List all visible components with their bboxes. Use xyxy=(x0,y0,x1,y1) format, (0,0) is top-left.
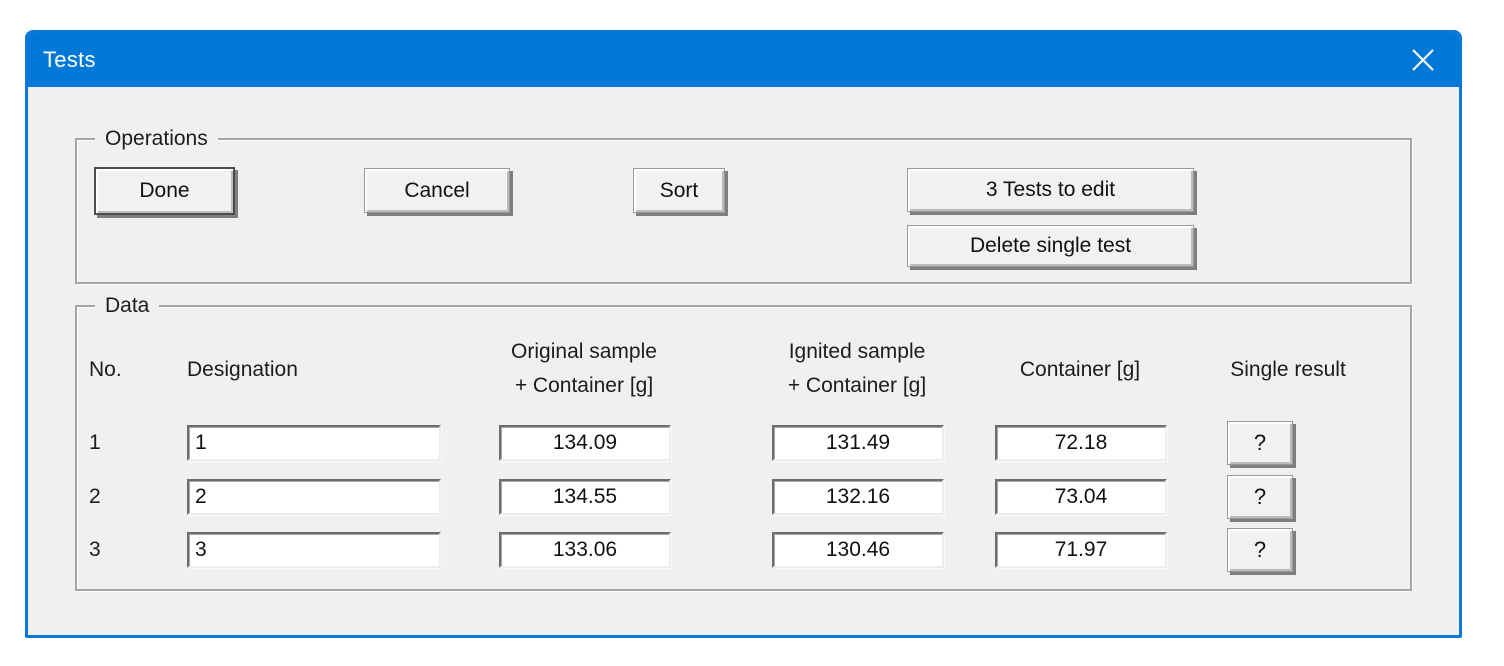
column-header-original-sample: Original sample + Container [g] xyxy=(511,340,657,397)
original-sample-input[interactable] xyxy=(499,425,671,461)
table-row: 2 ? xyxy=(77,475,1410,519)
window-title: Tests xyxy=(43,47,96,72)
column-header-designation: Designation xyxy=(187,358,298,381)
table-row: 1 ? xyxy=(77,421,1410,465)
designation-input[interactable] xyxy=(187,532,441,568)
container-input[interactable] xyxy=(995,532,1167,568)
original-sample-input[interactable] xyxy=(499,479,671,515)
container-input[interactable] xyxy=(995,479,1167,515)
done-button[interactable]: Done xyxy=(94,167,235,215)
operations-group: Operations Done Cancel Sort 3 Tests to e… xyxy=(75,124,1412,284)
dialog-body: Operations Done Cancel Sort 3 Tests to e… xyxy=(28,87,1459,635)
close-icon xyxy=(1410,47,1436,73)
designation-input[interactable] xyxy=(187,479,441,515)
data-group-label: Data xyxy=(95,291,160,321)
ignited-sample-input[interactable] xyxy=(772,479,944,515)
sort-button[interactable]: Sort xyxy=(633,168,725,213)
original-sample-input[interactable] xyxy=(499,532,671,568)
delete-single-test-button[interactable]: Delete single test xyxy=(907,225,1194,267)
close-button[interactable] xyxy=(1387,33,1459,87)
designation-input[interactable] xyxy=(187,425,441,461)
ignited-sample-input[interactable] xyxy=(772,425,944,461)
row-number: 3 xyxy=(89,538,101,561)
tests-to-edit-button[interactable]: 3 Tests to edit xyxy=(907,168,1194,212)
column-header-container: Container [g] xyxy=(1019,358,1141,381)
single-result-button[interactable]: ? xyxy=(1227,421,1293,465)
table-row: 3 ? xyxy=(77,528,1410,572)
titlebar[interactable]: Tests xyxy=(28,33,1459,87)
operations-group-label: Operations xyxy=(95,124,218,154)
single-result-button[interactable]: ? xyxy=(1227,475,1293,519)
row-number: 2 xyxy=(89,485,101,508)
container-input[interactable] xyxy=(995,425,1167,461)
column-header-single-result: Single result xyxy=(1230,358,1346,381)
tests-dialog: Tests Operations Done Cancel Sort 3 Test… xyxy=(25,30,1462,638)
single-result-button[interactable]: ? xyxy=(1227,528,1293,572)
column-header-ignited-sample: Ignited sample + Container [g] xyxy=(787,340,927,397)
column-header-no: No. xyxy=(89,358,122,381)
row-number: 1 xyxy=(89,431,101,454)
cancel-button[interactable]: Cancel xyxy=(364,168,510,213)
ignited-sample-input[interactable] xyxy=(772,532,944,568)
data-group: Data No. Designation Original sample + C… xyxy=(75,291,1412,591)
